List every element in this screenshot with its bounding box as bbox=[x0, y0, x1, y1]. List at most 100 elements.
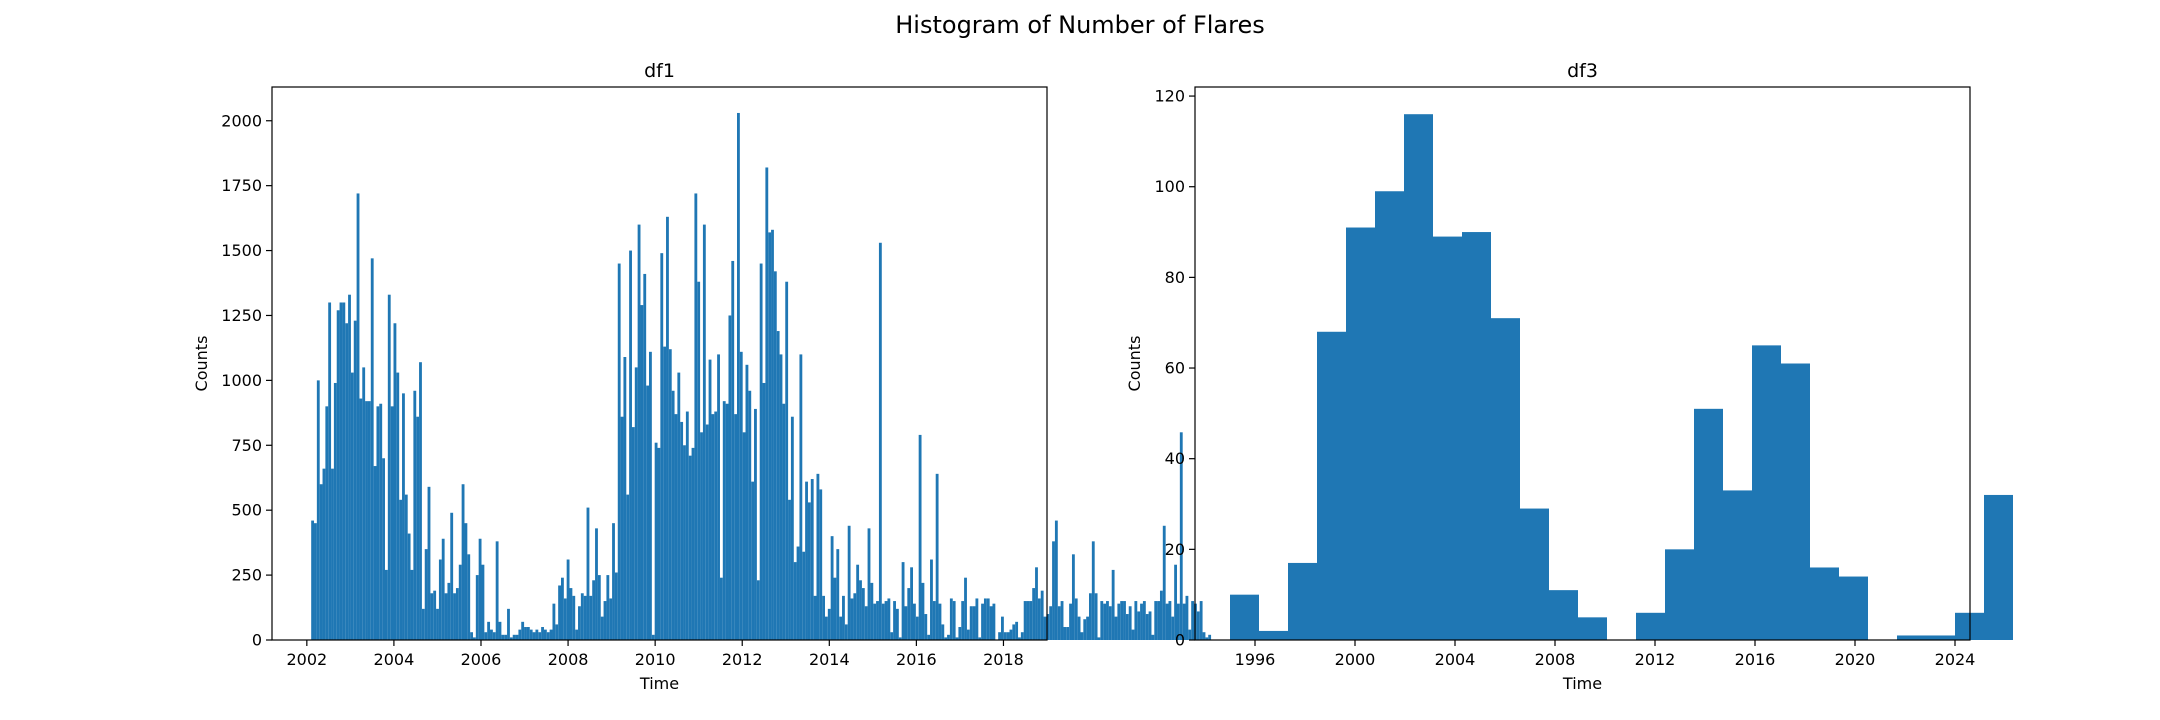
chart-df1-bar bbox=[737, 112, 740, 640]
chart-df1-bar bbox=[884, 601, 888, 640]
chart-df3-bar bbox=[1404, 114, 1433, 640]
chart-df1-bar bbox=[467, 554, 471, 640]
chart-df1-bar bbox=[427, 486, 431, 640]
chart-df1-bar bbox=[1125, 614, 1129, 640]
chart-df3-bar bbox=[1926, 635, 1955, 640]
chart-df1-bar bbox=[805, 481, 808, 640]
chart-df1-bar bbox=[1083, 619, 1087, 640]
chart-df1-bar bbox=[844, 624, 848, 640]
chart-df1-bar bbox=[901, 562, 905, 640]
chart-df1-bar bbox=[813, 595, 817, 640]
chart-df1-bar bbox=[790, 416, 794, 640]
chart-df1-x-tick-label: 2002 bbox=[286, 650, 327, 669]
chart-df1-bar bbox=[1089, 593, 1092, 640]
chart-df1-bar bbox=[384, 569, 388, 640]
chart-df1-bar bbox=[842, 595, 845, 640]
chart-df1-bar bbox=[546, 632, 550, 640]
chart-df3-bar bbox=[1752, 345, 1781, 640]
chart-df1-bar bbox=[325, 406, 329, 640]
chart-df1-x-tick-label: 2016 bbox=[896, 650, 937, 669]
chart-df1-bar bbox=[575, 629, 579, 640]
chart-df1-bar bbox=[958, 627, 962, 640]
chart-df1-bar bbox=[907, 588, 911, 640]
chart-df1-bar bbox=[328, 302, 332, 640]
chart-df1-bar bbox=[376, 406, 380, 640]
chart-df1-bar bbox=[915, 616, 919, 640]
chart-df1-bar bbox=[847, 525, 851, 640]
chart-df1-bar bbox=[981, 603, 984, 640]
chart-df1-bar bbox=[1208, 634, 1212, 640]
chart-df3-xlabel: Time bbox=[1562, 674, 1602, 693]
chart-df1-bar bbox=[612, 523, 615, 640]
chart-df3-bar bbox=[1462, 232, 1491, 641]
chart-df3-bar bbox=[1549, 590, 1578, 640]
chart-df1-bar bbox=[1043, 616, 1047, 640]
chart-df1-bar bbox=[683, 445, 686, 640]
chart-df1-bar bbox=[501, 634, 505, 640]
chart-df1-bar bbox=[634, 367, 638, 640]
chart-df1-bar bbox=[680, 421, 684, 640]
chart-df1-bar bbox=[450, 512, 454, 640]
chart-df1-bar bbox=[1165, 603, 1169, 640]
chart-df3-y-tick-label: 120 bbox=[1154, 87, 1185, 106]
chart-df1-bar bbox=[935, 473, 939, 640]
chart-df1-bar bbox=[447, 582, 451, 640]
chart-df1-bar bbox=[998, 632, 1002, 640]
chart-df3-bar bbox=[1984, 494, 2013, 640]
chart-df1-bar bbox=[1063, 627, 1067, 640]
chart-df1-bar bbox=[322, 468, 326, 640]
chart-df1-bar bbox=[1097, 637, 1101, 640]
chart-df1-bar bbox=[1057, 606, 1061, 640]
chart-df1-bar bbox=[609, 598, 613, 640]
chart-df1-bar bbox=[441, 538, 445, 640]
chart-df1-bar bbox=[1103, 603, 1107, 640]
chart-df1-bar bbox=[1182, 603, 1186, 640]
chart-df1-bar bbox=[731, 260, 735, 640]
chart-df3-bar bbox=[1346, 227, 1375, 640]
chart-df1-bar bbox=[1151, 634, 1155, 640]
chart-df1-bar bbox=[643, 273, 647, 640]
chart-df1-bar bbox=[751, 481, 755, 640]
chart-df1-bar bbox=[856, 564, 860, 640]
chart-df1-bar bbox=[864, 606, 868, 640]
chart-df1-frame bbox=[271, 86, 1048, 641]
chart-df1-bar bbox=[904, 606, 908, 640]
chart-df1-bar bbox=[311, 520, 315, 640]
chart-df1-bar bbox=[1060, 601, 1064, 640]
chart-df3-y-tick-label: 0 bbox=[1175, 631, 1185, 650]
chart-df1-bar bbox=[370, 258, 374, 640]
chart-df1-bar bbox=[390, 406, 394, 640]
chart-df1-bar bbox=[1185, 595, 1189, 640]
chart-df1-bar bbox=[492, 632, 496, 640]
chart-df1-bar bbox=[566, 559, 570, 640]
chart-df1-bar bbox=[583, 595, 587, 640]
chart-df1-bar bbox=[1154, 601, 1158, 640]
chart-df1-bar bbox=[472, 637, 476, 640]
chart-df3-bar bbox=[1491, 318, 1520, 640]
chart-df1-bar bbox=[572, 595, 576, 640]
chart-df1-bar bbox=[734, 414, 737, 640]
chart-df1-bar bbox=[1094, 593, 1098, 640]
chart-df1-bar bbox=[484, 632, 488, 640]
chart-df1-bar bbox=[1106, 601, 1109, 640]
chart-df1-bar bbox=[438, 559, 442, 640]
chart-df1-bar bbox=[1145, 614, 1149, 640]
chart-df1-bar bbox=[1174, 564, 1178, 640]
chart-df1-bar bbox=[1066, 627, 1070, 640]
chart-df1-x-tick-label: 2014 bbox=[809, 650, 850, 669]
chart-df1-bar bbox=[592, 580, 596, 640]
chart-df1-bar bbox=[532, 632, 536, 640]
figure-suptitle: Histogram of Number of Flares bbox=[895, 11, 1264, 39]
chart-df1-bar bbox=[947, 634, 950, 640]
chart-df1-bar bbox=[580, 593, 584, 640]
chart-df1-bar bbox=[603, 601, 607, 640]
chart-df1-bar bbox=[932, 601, 936, 640]
chart-df3-x-tick-label: 2012 bbox=[1635, 650, 1676, 669]
chart-df1-bar bbox=[359, 398, 363, 640]
chart-df1-bar bbox=[918, 434, 922, 640]
chart-df1-bar bbox=[745, 364, 749, 640]
chart-df3-bar bbox=[1375, 191, 1404, 640]
chart-df1-bar bbox=[674, 414, 678, 640]
chart-df3-bar bbox=[1433, 236, 1462, 640]
